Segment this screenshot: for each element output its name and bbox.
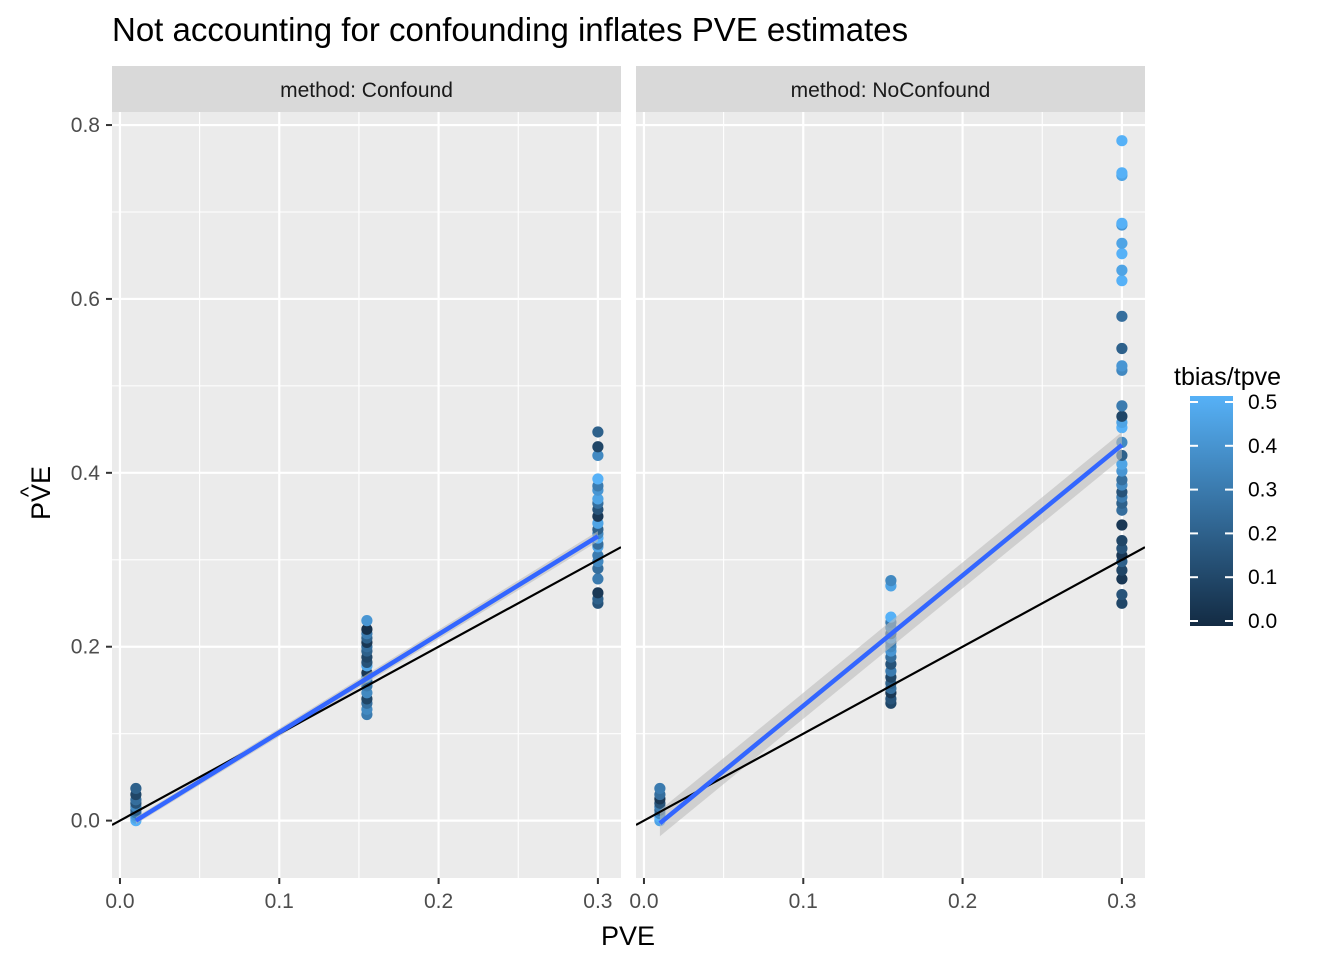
x-tick-label: 0.2: [424, 890, 453, 913]
data-point: [592, 573, 604, 585]
regression-line: [134, 534, 600, 823]
data-point: [1116, 535, 1128, 547]
data-point: [1116, 275, 1128, 287]
data-point: [1116, 360, 1128, 372]
scatter-points: [654, 135, 1128, 827]
data-point: [592, 473, 604, 485]
data-point: [1116, 588, 1128, 601]
data-point: [1116, 237, 1128, 249]
data-point: [1116, 248, 1128, 260]
legend-title: tbias/tpve: [1174, 363, 1281, 391]
x-axis-2: 0.0 0.1 0.2 0.3: [629, 878, 1137, 913]
data-point: [654, 782, 666, 795]
y-tick-label: 0.8: [71, 114, 100, 137]
data-point: [1116, 519, 1128, 531]
legend-tick-label: 0.1: [1248, 566, 1277, 589]
data-point: [1116, 597, 1128, 609]
panel-background: [112, 112, 621, 878]
y-axis-label: PVE ^: [16, 466, 56, 520]
data-point: [1116, 135, 1128, 147]
legend-tick-label: 0.2: [1248, 522, 1277, 545]
y-tick-label: 0.6: [71, 288, 100, 311]
data-point: [1116, 410, 1128, 422]
data-point: [1116, 167, 1128, 179]
x-tick-label: 0.1: [265, 890, 294, 913]
y-tick-label: 0.4: [71, 462, 101, 485]
y-axis: 0.0 0.2 0.4 0.6 0.8: [71, 114, 112, 833]
data-point: [592, 493, 604, 505]
data-point: [592, 441, 604, 453]
legend-tick-label: 0.3: [1248, 479, 1277, 502]
data-point: [1116, 474, 1128, 486]
identity-line: [112, 546, 621, 826]
legend-colorbar: [1190, 396, 1233, 626]
data-point: [130, 782, 142, 795]
regression-line: [658, 443, 1124, 825]
y-axis-label-hat: ^: [16, 486, 41, 497]
chart-title: Not accounting for confounding inflates …: [112, 11, 908, 48]
data-point: [1116, 400, 1128, 412]
data-point: [1116, 310, 1128, 322]
y-tick-label: 0.0: [71, 810, 100, 833]
data-point: [1116, 217, 1128, 229]
data-point: [1116, 542, 1128, 555]
data-point: [1116, 342, 1128, 355]
x-tick-label: 0.3: [1107, 890, 1136, 913]
data-point: [1116, 573, 1128, 585]
facet-strip: [112, 66, 621, 112]
legend-tick-label: 0.4: [1248, 435, 1278, 458]
data-point: [361, 623, 373, 635]
x-axis-label: PVE: [601, 921, 655, 951]
panel-1: method: Confound: [112, 66, 621, 878]
legend-ticks: 0.0 0.1 0.2 0.3 0.4 0.5: [1190, 391, 1278, 633]
data-point: [885, 575, 897, 587]
y-axis-label-text: PVE: [26, 466, 56, 520]
data-point: [592, 426, 604, 438]
x-tick-label: 0.2: [948, 890, 977, 913]
data-point: [592, 587, 604, 599]
legend-tick-label: 0.5: [1248, 391, 1277, 414]
facet-strip-label: method: Confound: [280, 79, 453, 102]
data-point: [1116, 264, 1128, 276]
panel-2: method: NoConfound: [636, 66, 1145, 878]
x-tick-label: 0.1: [789, 890, 818, 913]
data-point: [361, 615, 373, 627]
x-tick-label: 0.0: [629, 890, 658, 913]
legend-tick-label: 0.0: [1248, 610, 1277, 633]
x-axis-1: 0.0 0.1 0.2 0.3: [105, 878, 613, 913]
x-axes: 0.0 0.1 0.2 0.3 0.0 0.1 0.2 0.3: [105, 878, 1137, 913]
identity-line: [636, 546, 1145, 826]
x-tick-label: 0.0: [105, 890, 134, 913]
data-point: [592, 449, 604, 462]
facet-strip-label: method: NoConfound: [791, 79, 991, 102]
facet-strip: [636, 66, 1145, 112]
facet-panels: method: Confound method: NoConfound: [112, 66, 1145, 878]
color-legend: tbias/tpve 0.0 0.1 0.2 0.3 0.4 0.5: [1174, 363, 1281, 633]
y-tick-label: 0.2: [71, 636, 100, 659]
data-point: [1116, 564, 1128, 576]
x-tick-label: 0.3: [583, 890, 612, 913]
data-point: [1116, 458, 1128, 470]
